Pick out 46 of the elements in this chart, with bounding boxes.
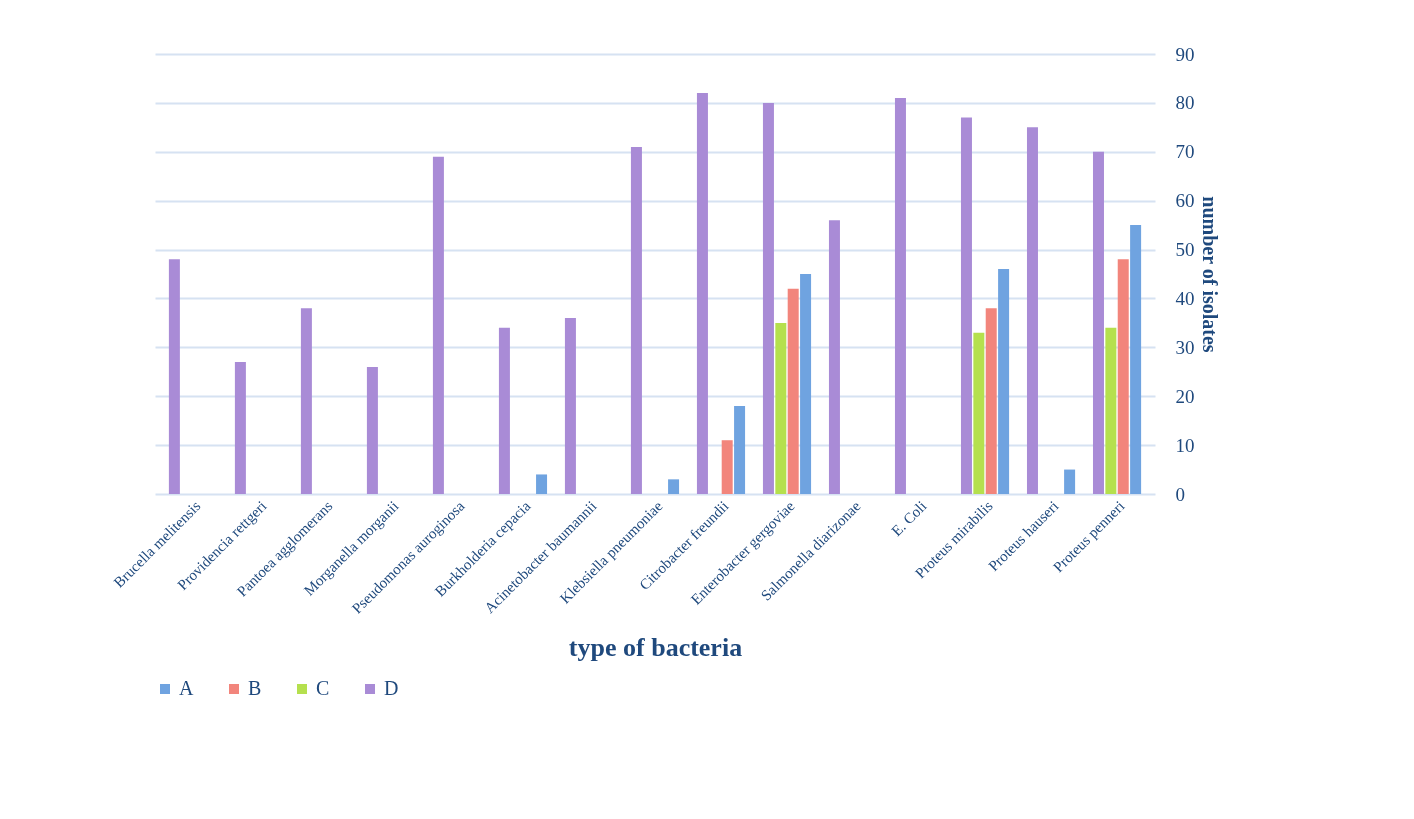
bar [828,220,840,494]
x-tick-label: E. Coli [888,497,930,540]
bar [1105,327,1117,494]
y-tick-label: 30 [1175,336,1195,358]
bar [498,327,510,494]
bar [1117,259,1129,494]
bar [894,98,906,494]
y-tick-label: 70 [1175,141,1195,163]
bar [787,288,799,494]
y-tick-label: 0 [1175,483,1185,505]
bar [800,274,812,494]
bar [734,406,746,494]
bar [696,93,708,494]
x-axis-title: type of bacteria [568,632,743,662]
y-tick-label: 40 [1175,287,1195,309]
y-tick-label: 90 [1175,43,1195,65]
bar [536,474,548,494]
bar [300,308,312,494]
bar [1092,151,1104,494]
y-tick-label: 60 [1175,190,1195,212]
y-tick-label: 20 [1175,385,1195,407]
bar [721,440,733,494]
y-tick-label: 80 [1175,92,1195,114]
legend-label: D [384,677,399,699]
bar [366,366,378,494]
bar [668,479,680,494]
legend-label: C [316,677,330,699]
bar [234,362,246,494]
y-tick-label: 50 [1175,239,1195,261]
bar [432,156,444,494]
legend-label: B [248,677,262,699]
bar [630,146,642,494]
bar [973,332,985,494]
bar [960,117,972,494]
bar [168,259,180,494]
bar [998,269,1010,494]
y-axis-title: number of isolates [1198,196,1221,353]
legend-label: A [179,677,194,699]
bar [985,308,997,494]
y-tick-label: 10 [1175,434,1195,456]
bar [1026,127,1038,494]
bar [1064,469,1076,494]
bar [762,102,774,494]
bar [564,318,576,494]
bar [775,322,787,494]
bar [1130,225,1142,494]
